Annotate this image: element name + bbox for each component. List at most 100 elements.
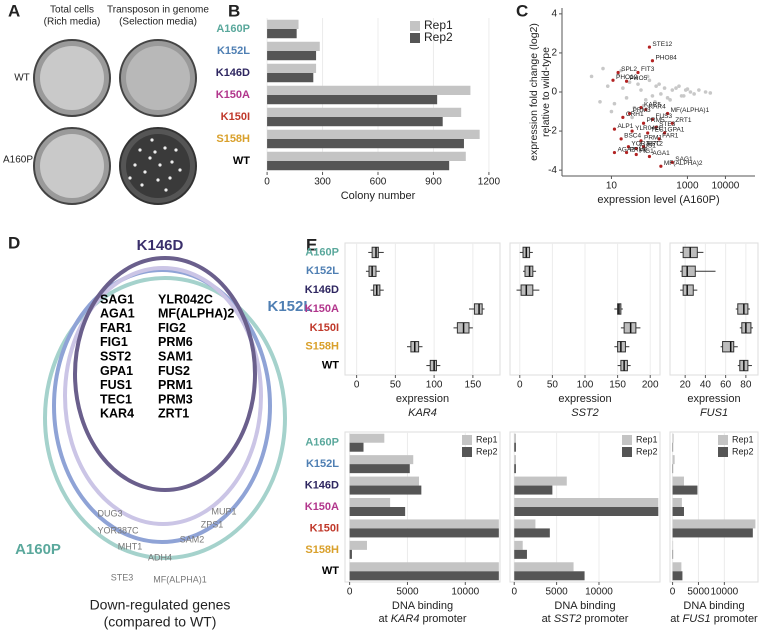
x-axis-label: FUS1 bbox=[700, 407, 728, 419]
x-tick-label: 0 bbox=[670, 587, 676, 598]
bar bbox=[514, 562, 574, 572]
bar bbox=[672, 464, 674, 474]
legend-swatch bbox=[718, 447, 728, 457]
venn: K146D K152L A160P Down-regulated genes (… bbox=[15, 237, 312, 630]
x-tick-label: 10000 bbox=[712, 181, 740, 192]
point bbox=[612, 127, 617, 131]
bar bbox=[267, 63, 317, 73]
point-label: YLR042C bbox=[635, 125, 663, 132]
point bbox=[644, 107, 648, 112]
bar bbox=[349, 540, 367, 550]
panel-label: C bbox=[516, 1, 528, 20]
point-label: PHO12 bbox=[616, 74, 638, 81]
x-tick-label: 5000 bbox=[396, 587, 419, 598]
legend-label: Rep1 bbox=[732, 434, 754, 444]
point bbox=[619, 137, 623, 141]
point bbox=[634, 147, 638, 151]
bar bbox=[349, 464, 410, 474]
point-label: CRH1 bbox=[626, 111, 644, 118]
venn-set bbox=[63, 266, 263, 526]
y-tick-label: -2 bbox=[548, 126, 557, 137]
point bbox=[598, 99, 602, 104]
point-label: PRM6 bbox=[630, 146, 648, 153]
point bbox=[624, 79, 629, 83]
x-axis-label: KAR4 bbox=[408, 407, 437, 419]
point bbox=[703, 90, 708, 94]
point-label: SST2 bbox=[647, 140, 664, 147]
point bbox=[670, 88, 675, 92]
x-tick-label: 300 bbox=[314, 177, 331, 188]
gene-name: FUS1 bbox=[683, 613, 711, 625]
point-label: PHO84 bbox=[655, 54, 677, 61]
point-label: FIT3 bbox=[641, 66, 655, 73]
box bbox=[737, 303, 749, 315]
point bbox=[612, 150, 617, 155]
box bbox=[682, 284, 694, 296]
bar bbox=[514, 433, 516, 443]
label-part: promoter bbox=[714, 613, 758, 625]
category-label: K150I bbox=[310, 322, 339, 334]
bar bbox=[514, 540, 523, 550]
point bbox=[646, 131, 650, 135]
point bbox=[643, 98, 648, 102]
category-label: WT bbox=[322, 359, 339, 371]
point bbox=[688, 90, 693, 94]
point bbox=[654, 125, 658, 129]
colonies bbox=[128, 138, 182, 192]
gene-name: SST2 bbox=[554, 613, 582, 625]
point-label: AGA1 bbox=[652, 150, 670, 157]
y-tick-label: 0 bbox=[551, 87, 557, 98]
panel-label: E bbox=[306, 235, 317, 254]
x-tick-label: 0 bbox=[517, 380, 523, 391]
point bbox=[647, 78, 652, 83]
point bbox=[668, 98, 672, 102]
plot-frame bbox=[669, 431, 759, 583]
y-axis-label: relative to wild-type bbox=[540, 47, 552, 137]
bar bbox=[267, 29, 297, 39]
bar bbox=[672, 519, 756, 529]
x-tick-label: 10000 bbox=[451, 587, 479, 598]
set-label: A160P bbox=[15, 541, 61, 558]
bar bbox=[267, 51, 317, 61]
legend-swatch bbox=[462, 447, 472, 457]
point bbox=[627, 111, 632, 116]
point-label: PHO5 bbox=[630, 75, 648, 82]
point-label: ZRT1 bbox=[675, 117, 692, 124]
point-label: MF(ALPHA)2 bbox=[664, 160, 703, 167]
point bbox=[681, 94, 686, 98]
category-label: A160P bbox=[216, 23, 250, 35]
gene-label: MHT1 bbox=[118, 541, 143, 551]
y-axis-label: expression fold change (log2) bbox=[528, 23, 540, 161]
point-label: GPA1 bbox=[668, 127, 685, 134]
point bbox=[621, 86, 625, 90]
x-tick-label: 10000 bbox=[710, 587, 738, 598]
x-tick-label: 5000 bbox=[687, 587, 710, 598]
gene-name: KAR4 bbox=[408, 407, 437, 419]
point bbox=[611, 78, 615, 82]
point bbox=[665, 96, 670, 100]
gene-label: PRM3 bbox=[158, 392, 193, 406]
bar bbox=[672, 562, 682, 572]
legend-swatch bbox=[622, 435, 632, 445]
point bbox=[665, 111, 670, 116]
category-label: S158H bbox=[305, 341, 339, 353]
bar bbox=[672, 507, 684, 516]
bar bbox=[349, 571, 499, 581]
gene-label: FUS1 bbox=[100, 378, 132, 392]
bar bbox=[672, 485, 698, 495]
point bbox=[647, 154, 652, 159]
label-part: at bbox=[378, 613, 387, 625]
point bbox=[708, 91, 713, 95]
x-tick-label: 100 bbox=[577, 380, 594, 391]
point bbox=[670, 121, 674, 125]
set-label: K146D bbox=[137, 237, 184, 254]
x-tick-label: 50 bbox=[390, 380, 402, 391]
category-label: K150A bbox=[216, 89, 250, 101]
legend-swatch bbox=[622, 447, 632, 457]
plot-frame bbox=[669, 242, 759, 376]
point-label: SPL2 bbox=[621, 66, 637, 73]
bar bbox=[514, 528, 550, 538]
plate-header: Total cells bbox=[50, 5, 94, 16]
bar bbox=[349, 562, 499, 572]
